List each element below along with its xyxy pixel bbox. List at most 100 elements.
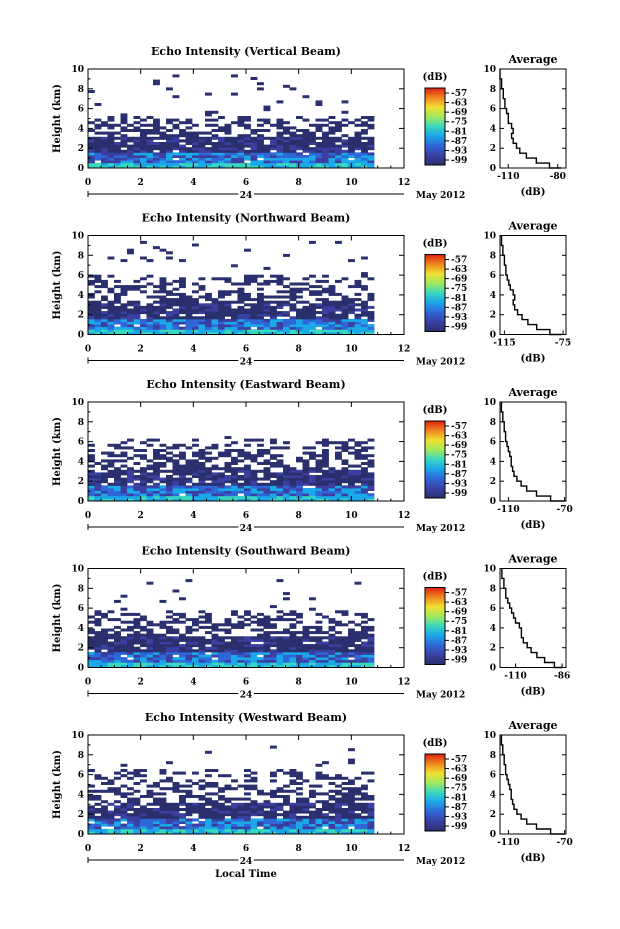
heatmap-cell [270,152,277,156]
heatmap-cell [185,162,193,166]
colorbar-tick-label: -63 [451,99,467,109]
heatmap-cell [276,482,284,486]
heatmap-cell [114,131,121,135]
heatmap-cell [205,769,212,772]
average-x-label: (dB) [521,687,546,698]
heatmap-cell [153,246,160,250]
heatmap-cell [140,636,147,640]
heatmap-cell [107,657,115,661]
heatmap-cell [322,308,329,312]
heatmap-cell [263,324,271,328]
heatmap-cell [328,795,336,798]
heatmap-cell [159,318,167,322]
heatmap-cell [328,633,336,637]
average-y-tick-label: 2 [490,644,496,654]
heatmap-cell [270,295,277,299]
heatmap-cell [166,305,173,309]
colorbar-tick-label: -69 [451,774,467,784]
heatmap-cell [276,644,284,648]
heatmap-cell [94,477,102,481]
heatmap-cell [153,118,160,122]
heatmap-cell [218,331,225,335]
heatmap-cell [153,311,160,315]
heatmap-cell [348,649,355,653]
heatmap-cell [322,815,329,819]
heatmap-cell [302,475,310,478]
heatmap-cell [328,480,336,484]
heatmap-cell [159,636,167,640]
heatmap-cell [166,147,173,151]
heatmap-cell [289,826,297,830]
colorbar-tick-label: -75 [451,118,467,128]
heatmap-cell [88,651,95,655]
heatmap-cell [276,144,284,148]
heatmap-cell [211,321,219,325]
heatmap-cell [192,160,199,164]
heatmap-cell [172,813,180,817]
heatmap-cell [101,121,108,125]
heatmap-cell [133,802,141,806]
heatmap-cell [309,490,316,494]
heatmap-cell [237,152,245,156]
heatmap-cell [192,498,199,502]
heatmap-cell [127,313,134,317]
heatmap-cell [198,165,206,169]
heatmap-cell [244,162,251,166]
heatmap-cell [101,279,108,283]
heatmap-cell [322,662,329,666]
heatmap-cell [159,464,167,468]
heatmap-cell [309,467,316,471]
heatmap-cell [231,149,238,153]
heatmap-cell [159,300,167,304]
heatmap-cell [218,813,225,817]
heatmap-cell [198,464,206,468]
heatmap-cell [185,160,193,164]
heatmap-cell [328,311,336,315]
heatmap-cell [166,134,173,138]
heatmap-cell [361,808,368,811]
heatmap-cell [296,828,303,832]
heatmap-cell [172,480,180,484]
heatmap-cell [146,162,154,166]
heatmap-cell [270,464,277,468]
heatmap-cell [114,326,121,330]
heatmap-cell [354,815,362,819]
heatmap-cell [348,477,355,481]
heatmap-cell [250,826,258,830]
heatmap-cell [211,480,219,484]
heatmap-cell [88,797,95,801]
heatmap-cell [153,495,160,499]
heatmap-cell [348,823,355,827]
heatmap-cell [361,454,368,458]
heatmap-cell [179,139,186,143]
heatmap-cell [153,313,160,317]
heatmap-cell [302,142,310,145]
heatmap-cell [107,454,115,458]
heatmap-cell [250,303,258,307]
heatmap-cell [198,456,206,460]
heatmap-cell [166,488,173,491]
heatmap-cell [146,475,154,478]
heatmap-cell [133,823,141,827]
heatmap-cell [367,646,375,650]
heatmap-cell [257,618,264,622]
heatmap-cell [276,155,284,158]
heatmap-cell [94,147,102,151]
heatmap-cell [309,469,316,473]
heatmap-cell [322,118,329,122]
heatmap-cell [270,802,277,806]
heatmap-cell [192,162,199,166]
heatmap-cell [101,160,108,164]
heatmap-cell [244,464,251,468]
heatmap-cell [133,475,141,478]
heatmap-cell [185,485,193,489]
heatmap-cell [140,808,147,811]
heatmap-cell [315,467,323,471]
heatmap-cell [166,256,173,260]
heatmap-cell [335,784,342,788]
heatmap-cell [107,300,115,304]
heatmap-cell [322,441,329,445]
heatmap-cell [244,136,251,140]
heatmap-cell [244,326,251,330]
heatmap-cell [179,789,186,793]
